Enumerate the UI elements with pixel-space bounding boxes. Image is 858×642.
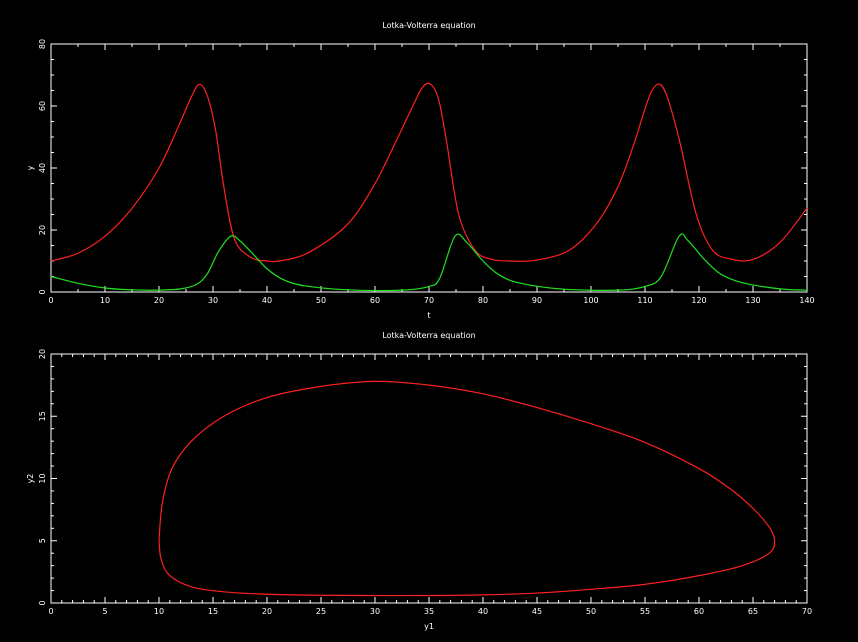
x-tick-label: 25 [316, 607, 326, 616]
plot-frame [50, 43, 808, 293]
y-tick-label: 80 [38, 39, 47, 49]
y-tick-label: 40 [38, 163, 47, 173]
chart-title: Lotka-Volterra equation [382, 331, 475, 340]
x-tick-label: 0 [48, 607, 53, 616]
x-tick-label: 20 [262, 607, 272, 616]
x-axis-label: y1 [424, 622, 434, 631]
x-tick-label: 20 [154, 296, 164, 305]
series-line-1 [158, 380, 776, 597]
x-tick-label: 130 [745, 296, 760, 305]
x-tick-label: 15 [208, 607, 218, 616]
plot-frame [50, 353, 808, 604]
series-line-2 [50, 233, 808, 292]
x-tick-label: 80 [478, 296, 488, 305]
y-axis-label: y2 [26, 474, 35, 484]
x-axis-label: t [427, 311, 430, 320]
y-tick-label: 15 [38, 411, 47, 421]
x-tick-label: 0 [48, 296, 53, 305]
x-tick-label: 70 [424, 296, 434, 305]
x-tick-label: 55 [640, 607, 650, 616]
x-tick-label: 30 [370, 607, 380, 616]
y-tick-label: 0 [38, 600, 47, 605]
x-tick-label: 60 [694, 607, 704, 616]
x-tick-label: 10 [154, 607, 164, 616]
x-tick-label: 140 [799, 296, 814, 305]
series-line-1 [50, 82, 808, 263]
x-tick-label: 60 [370, 296, 380, 305]
x-tick-label: 5 [102, 607, 107, 616]
x-tick-label: 90 [532, 296, 542, 305]
x-tick-label: 65 [748, 607, 758, 616]
x-tick-label: 50 [586, 607, 596, 616]
time-series-chart: Lotka-Volterra equation 0 10 20 30 40 50 60 70 80… [26, 21, 815, 320]
x-tick-label: 40 [262, 296, 272, 305]
x-tick-label: 50 [316, 296, 326, 305]
y-tick-label: 60 [38, 101, 47, 111]
phase-portrait-chart: Lotka-Volterra equation 0 5 10 15 20 25 30 35 40 4… [26, 331, 812, 631]
chart-title: Lotka-Volterra equation [382, 21, 475, 30]
x-tick-label: 120 [691, 296, 706, 305]
y-axis-label: y [26, 165, 35, 170]
x-tick-label: 70 [802, 607, 812, 616]
x-tick-label: 45 [532, 607, 542, 616]
x-tick-label: 10 [100, 296, 110, 305]
x-tick-label: 100 [583, 296, 598, 305]
y-tick-label: 20 [38, 225, 47, 235]
y-tick-label: 10 [38, 473, 47, 483]
y-tick-label: 0 [38, 289, 47, 294]
y-tick-label: 20 [38, 349, 47, 359]
x-tick-label: 35 [424, 607, 434, 616]
y-tick-label: 5 [38, 538, 47, 543]
x-tick-label: 30 [208, 296, 218, 305]
x-tick-label: 110 [637, 296, 652, 305]
x-tick-label: 40 [478, 607, 488, 616]
